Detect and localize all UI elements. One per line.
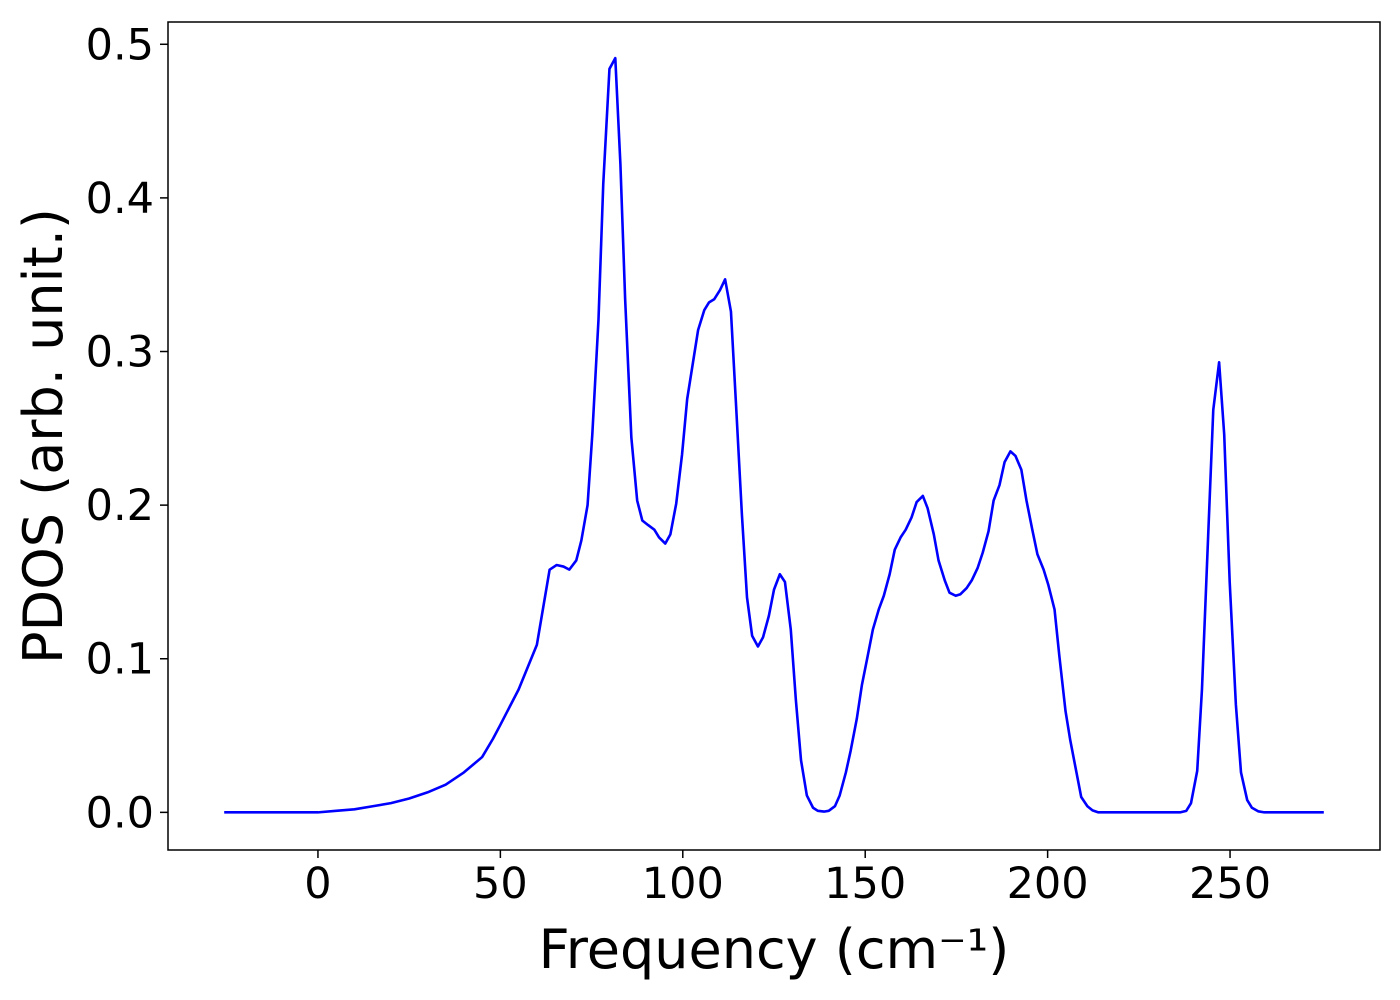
x-tick-label: 100 (642, 859, 724, 909)
y-tick-label: 0.0 (86, 788, 154, 838)
y-tick-label: 0.5 (86, 20, 154, 70)
x-tick-label: 200 (1007, 859, 1089, 909)
x-axis-label: Frequency (cm⁻¹) (539, 918, 1010, 981)
x-tick-label: 250 (1189, 859, 1271, 909)
x-tick-label: 50 (473, 859, 528, 909)
x-tick-label: 0 (304, 859, 331, 909)
y-tick-label: 0.2 (86, 481, 154, 531)
y-tick-label: 0.3 (86, 328, 154, 378)
y-axis-label: PDOS (arb. unit.) (12, 208, 75, 664)
x-tick-label: 150 (824, 859, 906, 909)
y-tick-label: 0.4 (86, 174, 154, 224)
data-line (224, 56, 1324, 814)
plot-frame (167, 21, 1381, 851)
y-tick-label: 0.1 (86, 635, 154, 685)
